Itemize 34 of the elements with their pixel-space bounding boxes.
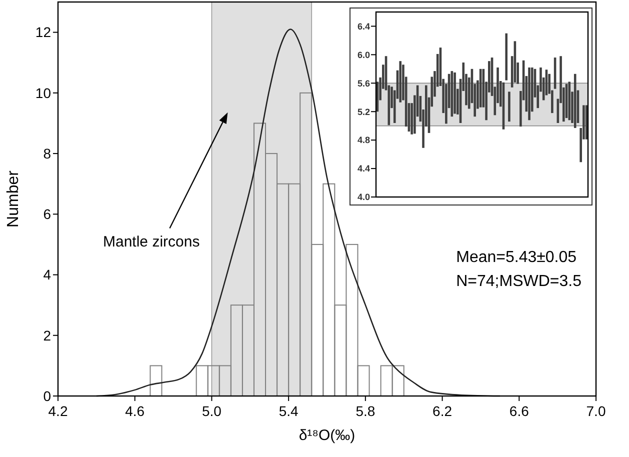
- bar: [574, 74, 576, 128]
- y-tick-label: 4: [43, 266, 52, 283]
- y-tick-label: 12: [35, 24, 52, 40]
- x-tick-label: 5.4: [278, 403, 299, 419]
- annotation: N=74;MSWD=3.5: [456, 273, 582, 290]
- band-label: Mantle zircons: [103, 233, 200, 250]
- y-tick-label: 4.0: [357, 192, 370, 202]
- x-tick-label: 6.6: [509, 403, 530, 419]
- y-tick-label: 5.2: [357, 106, 370, 117]
- y-axis-title: Number: [5, 170, 22, 228]
- x-tick-label: 4.2: [48, 403, 68, 419]
- y-tick-label: 4.4: [357, 164, 370, 174]
- x-tick-label: 7.0: [586, 403, 606, 419]
- x-tick-label: 5.0: [202, 403, 222, 419]
- bar: [505, 33, 508, 80]
- y-tick-label: 2: [43, 327, 52, 344]
- bar: [568, 82, 571, 120]
- y-tick-label: 4.8: [357, 135, 370, 146]
- bar: [454, 72, 456, 114]
- bar: [528, 68, 530, 120]
- x-tick-label: 6.2: [432, 403, 452, 419]
- y-tick-label: 10: [35, 84, 52, 101]
- x-tick-label: 5.8: [356, 403, 376, 419]
- x-axis-title: δ¹⁸O(‰): [298, 427, 356, 444]
- y-tick-label: 8: [43, 145, 52, 162]
- y-tick-label: 6.0: [357, 50, 370, 60]
- y-tick-label: 0: [43, 388, 52, 404]
- annotation: Mean=5.43±0.05: [456, 249, 577, 266]
- y-tick-label: 6: [43, 206, 52, 222]
- x-tick-label: 4.6: [125, 403, 145, 419]
- y-tick-label: 6.4: [357, 21, 370, 32]
- y-tick-label: 5.6: [357, 78, 370, 88]
- bar: [399, 61, 402, 102]
- bar: [508, 92, 510, 122]
